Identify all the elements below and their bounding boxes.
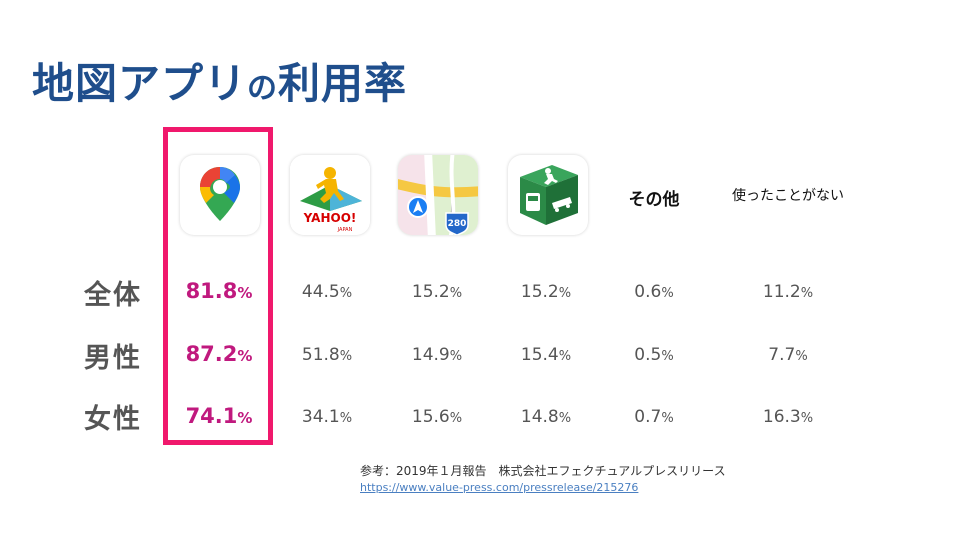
source-link[interactable]: https://www.value-press.com/pressrelease… [360, 481, 639, 494]
row-label-male: 男性 [84, 343, 142, 374]
row-label-female: 女性 [84, 404, 142, 435]
data-cell: 74.1% [186, 404, 253, 428]
percent-sign: % [449, 411, 463, 426]
cell-value: 11.2 [762, 282, 801, 302]
percent-sign: % [800, 411, 814, 426]
data-cell: 34.1% [302, 407, 352, 427]
page-title: 地図アプリの利用率 [32, 59, 408, 108]
cell-value: 15.6 [411, 407, 450, 427]
data-cell: 15.2% [521, 282, 571, 302]
data-cell: 14.8% [521, 407, 571, 427]
cell-value: 44.5 [301, 282, 340, 302]
data-cell: 15.4% [521, 345, 571, 365]
column-label-other: その他 [628, 190, 680, 210]
source-note: 参考：2019年１月報告 株式会社エフェクチュアルプレスリリース [360, 464, 726, 478]
cell-value: 15.2 [411, 282, 450, 302]
cell-value: 0.6 [634, 282, 662, 302]
percent-sign: % [237, 347, 253, 365]
cell-value: 7.7 [768, 345, 796, 365]
percent-sign: % [339, 411, 353, 426]
data-cell: 87.2% [186, 342, 253, 366]
cell-value: 0.7 [634, 407, 662, 427]
data-cell: 15.6% [412, 407, 462, 427]
percent-sign: % [449, 286, 463, 301]
transit-navitime-icon [508, 155, 588, 235]
cell-value: 15.2 [520, 282, 559, 302]
highlight-frame [163, 127, 273, 445]
percent-sign: % [661, 411, 674, 426]
cell-value: 34.1 [301, 407, 340, 427]
data-cell: 0.5% [634, 345, 673, 365]
percent-sign: % [558, 286, 572, 301]
data-cell: 81.8% [186, 279, 253, 303]
percent-sign: % [339, 349, 353, 364]
row-label-all: 全体 [84, 280, 142, 311]
data-cell: 44.5% [302, 282, 352, 302]
cell-value: 14.9 [411, 345, 450, 365]
percent-sign: % [558, 411, 572, 426]
percent-sign: % [237, 284, 253, 302]
cell-value: 14.8 [520, 407, 559, 427]
cell-value: 87.2 [185, 342, 238, 366]
cell-value: 51.8 [301, 345, 340, 365]
svg-text:280: 280 [448, 219, 467, 229]
google-maps-icon [180, 155, 260, 235]
data-cell: 11.2% [763, 282, 813, 302]
data-cell: 7.7% [768, 345, 807, 365]
data-cell: 0.7% [634, 407, 673, 427]
percent-sign: % [449, 349, 463, 364]
svg-text:JAPAN: JAPAN [337, 227, 353, 233]
data-cell: 51.8% [302, 345, 352, 365]
yahoo-map-icon: YAHOO! JAPAN [290, 155, 370, 235]
data-cell: 16.3% [763, 407, 813, 427]
data-cell: 15.2% [412, 282, 462, 302]
data-cell: 14.9% [412, 345, 462, 365]
cell-value: 0.5 [634, 345, 662, 365]
percent-sign: % [661, 349, 674, 364]
data-cell: 0.6% [634, 282, 673, 302]
percent-sign: % [800, 286, 814, 301]
percent-sign: % [661, 286, 674, 301]
percent-sign: % [558, 349, 572, 364]
cell-value: 16.3 [762, 407, 801, 427]
column-label-never-used: 使ったことがない [732, 188, 844, 204]
percent-sign: % [237, 409, 253, 427]
percent-sign: % [795, 349, 808, 364]
cell-value: 74.1 [185, 404, 238, 428]
percent-sign: % [339, 286, 353, 301]
cell-value: 81.8 [185, 279, 238, 303]
cell-value: 15.4 [520, 345, 559, 365]
svg-text:YAHOO!: YAHOO! [303, 211, 357, 225]
apple-maps-icon: 280 [398, 155, 478, 235]
